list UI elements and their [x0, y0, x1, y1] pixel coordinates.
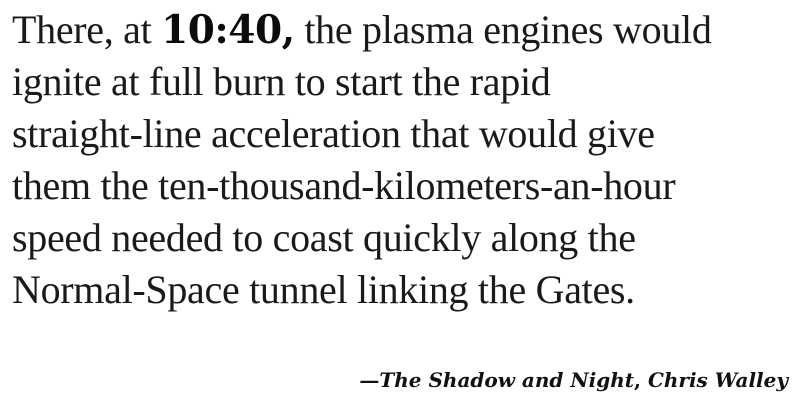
- quote-line-5: speed needed to coast quickly along the: [12, 215, 636, 260]
- quote-text-before-time: There, at: [12, 7, 162, 52]
- quote-line-2: ignite at full burn to start the rapid: [12, 59, 551, 104]
- highlighted-time: 10:40,: [161, 7, 295, 53]
- attribution-separator: ,: [634, 368, 648, 392]
- quote-line-4: them the ten-thousand-kilometers-an-hour: [12, 163, 676, 208]
- quote-text-after-time: the plasma engines would: [294, 7, 712, 52]
- attribution: —The Shadow and Night, Chris Walley: [359, 366, 788, 394]
- book-author: Chris Walley: [647, 368, 788, 392]
- quote-line-1: There, at 10:40, the plasma engines woul…: [12, 4, 792, 56]
- book-title: The Shadow and Night: [379, 368, 635, 392]
- quote-passage: There, at 10:40, the plasma engines woul…: [12, 4, 792, 316]
- quote-line-3: straight-line acceleration that would gi…: [12, 111, 655, 156]
- quote-line-6: Normal-Space tunnel linking the Gates.: [12, 267, 635, 312]
- attribution-dash: —: [359, 368, 380, 392]
